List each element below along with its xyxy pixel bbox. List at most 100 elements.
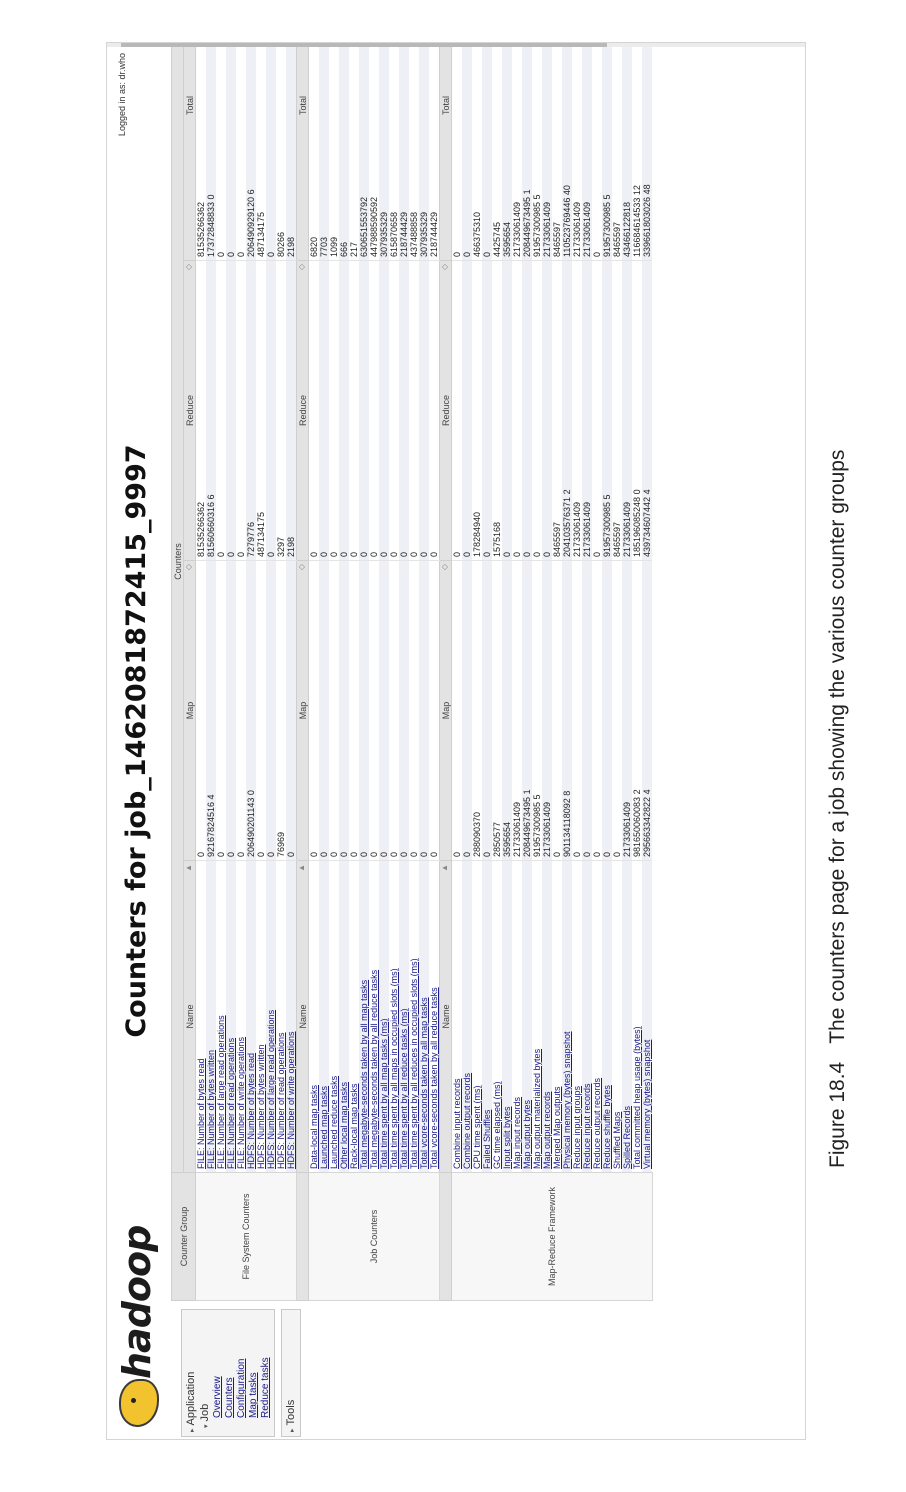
counter-name-link[interactable]: Total vcore-seconds taken by all map tas… — [419, 997, 429, 1169]
table-row: Input split bytes 3595654 0 3595654 — [502, 42, 512, 1301]
counter-name-link[interactable]: Combine input records — [452, 1078, 462, 1169]
total-value-cell: 21733061409 — [542, 42, 552, 261]
reduce-value-cell: 0 — [462, 260, 472, 561]
counter-name-link[interactable]: Total vcore-seconds taken by all reduce … — [429, 987, 439, 1169]
total-value-cell: 447988590592 — [369, 42, 379, 261]
counter-group-header: Counter Group — [171, 1172, 196, 1301]
counter-name-link[interactable]: HDFS: Number of bytes read — [246, 1052, 256, 1169]
nav-link-configuration[interactable]: Configuration — [236, 1358, 247, 1418]
map-value-cell: 0 — [369, 560, 379, 861]
total-value-cell: 8465597 — [612, 42, 622, 261]
counter-name-link[interactable]: Reduce input groups — [572, 1085, 582, 1169]
counter-name-link[interactable]: HDFS: Number of read operations — [276, 1032, 286, 1169]
nav-link-reduce-tasks[interactable]: Reduce tasks — [260, 1357, 271, 1418]
table-row: Map output records 21733061409 0 2173306140… — [542, 42, 552, 1301]
counter-name-link[interactable]: GC time elapsed (ms) — [492, 1081, 502, 1169]
counter-name-link[interactable]: Reduce shuffle bytes — [602, 1085, 612, 1169]
total-value-cell: 0 — [266, 42, 276, 261]
total-value-cell: 0 — [451, 42, 462, 261]
table-row: Total time spent by all map tasks (ms) 0 0… — [379, 42, 389, 1301]
total-value-cell: 21733061409 — [582, 42, 592, 261]
counter-name-link[interactable]: Map input records — [512, 1096, 522, 1169]
counter-name-link[interactable]: Other local map tasks — [339, 1081, 349, 1169]
table-row: HDFS: Number of bytes read 206490201143 0… — [246, 42, 256, 1301]
counter-name-link[interactable]: Launched reduce tasks — [329, 1075, 339, 1169]
counter-name-link[interactable]: Total time spent by all map tasks (ms) — [379, 1018, 389, 1169]
counter-name-link[interactable]: Reduce output records — [592, 1077, 602, 1169]
total-value-cell: 339661803026 48 — [642, 42, 652, 261]
table-row: FILE: Number of write operations 0 0 0 — [236, 42, 246, 1301]
total-value-cell: 218744429 — [399, 42, 409, 261]
map-column-header[interactable]: Map ◇ — [439, 560, 452, 861]
counter-name-link[interactable]: HDFS: Number of large read operations — [266, 1009, 276, 1169]
counter-name-link[interactable]: Map output bytes — [522, 1099, 532, 1169]
total-value-cell: 0 — [592, 42, 602, 261]
map-value-cell: 295663342822 4 — [642, 560, 652, 861]
counter-name-link[interactable]: FILE: Number of bytes read — [196, 1058, 206, 1169]
counter-name-link[interactable]: Total time spent by all reduce tasks (ms… — [399, 1008, 409, 1169]
counter-name-link[interactable]: Merged Map outputs — [552, 1086, 562, 1169]
map-column-header[interactable]: Map ◇ — [183, 560, 196, 861]
counter-name-link[interactable]: Failed Shuffles — [482, 1109, 492, 1169]
counter-name-link[interactable]: FILE: Number of large read operations — [216, 1015, 226, 1169]
page-header: hadoop Counters for job_1462081872415_99… — [107, 43, 165, 1439]
counter-name-cell: Rack-local map tasks — [349, 860, 359, 1173]
counter-name-link[interactable]: Rack-local map tasks — [349, 1083, 359, 1169]
table-row: HDFS: Number of write operations 0 2198 219… — [286, 42, 297, 1301]
reduce-column-header[interactable]: Reduce ◇ — [439, 260, 452, 561]
nav-job-header[interactable]: ▾Job — [199, 1403, 211, 1428]
name-column-header[interactable]: Name ▲ — [439, 860, 452, 1173]
counter-name-link[interactable]: Spilled Records — [622, 1105, 632, 1169]
counter-name-link[interactable]: Total megabyte-seconds taken by all map … — [359, 979, 369, 1169]
counter-name-link[interactable]: Map output records — [542, 1091, 552, 1169]
counter-name-link[interactable]: Map output materialized bytes — [532, 1048, 542, 1169]
map-value-cell: 0 — [266, 560, 276, 861]
nav-tools-header[interactable]: ▸Tools — [285, 1399, 297, 1432]
counter-name-link[interactable]: FILE: Number of bytes written — [206, 1049, 216, 1169]
horizontal-scrollbar[interactable] — [107, 42, 806, 47]
total-value-cell: 43466122818 — [622, 42, 632, 261]
counter-name-link[interactable]: Shuffled Maps — [612, 1111, 622, 1169]
counter-name-link[interactable]: Combine output records — [462, 1072, 472, 1169]
counter-name-link[interactable]: Launched map tasks — [319, 1085, 329, 1169]
counter-name-link[interactable]: Total time spent by all maps in occupied… — [389, 968, 399, 1169]
table-row: FILE: Number of read operations 0 0 0 — [226, 42, 236, 1301]
map-column-header[interactable]: Map ◇ — [296, 560, 309, 861]
counter-name-link[interactable]: FILE: Number of write operations — [236, 1036, 246, 1169]
counter-name-link[interactable]: Total megabyte-seconds taken by all redu… — [369, 969, 379, 1169]
counter-name-link[interactable]: CPU time spent (ms) — [472, 1085, 482, 1169]
counter-name-link[interactable]: Total committed heap usage (bytes) — [632, 1026, 642, 1169]
counter-name-link[interactable]: Reduce input records — [582, 1083, 592, 1169]
nav-link-overview[interactable]: Overview — [212, 1376, 223, 1418]
reduce-value-cell: 0 — [216, 260, 226, 561]
counter-name-link[interactable]: Virtual memory (bytes) snapshot — [642, 1039, 652, 1169]
counter-name-link[interactable]: Total time spent by all reduces in occup… — [409, 958, 419, 1169]
name-column-header[interactable]: Name ▲ — [183, 860, 196, 1173]
counter-name-link[interactable]: HDFS: Number of bytes written — [256, 1044, 266, 1169]
reduce-column-header[interactable]: Reduce ◇ — [183, 260, 196, 561]
counter-name-link[interactable]: HDFS: Number of write operations — [286, 1031, 296, 1169]
counter-name-link[interactable]: Data-local map tasks — [309, 1084, 319, 1169]
reduce-value-cell: 0 — [502, 260, 512, 561]
nav-application-header[interactable]: ▸Application — [185, 1371, 197, 1432]
total-column-header[interactable]: Total◇ — [439, 42, 452, 261]
nav-link-counters[interactable]: Counters — [224, 1377, 235, 1418]
table-row: Job Counters Data-local map tasks 0 0 6820 — [308, 42, 440, 1301]
map-value-cell: 76969 — [276, 560, 286, 861]
nav-link-map-tasks[interactable]: Map tasks — [248, 1372, 259, 1418]
sort-icon: ◇ — [297, 264, 306, 271]
name-column-header[interactable]: Name ▲ — [296, 860, 309, 1173]
total-column-header[interactable]: Total◇ — [296, 42, 309, 261]
counter-name-link[interactable]: Physical memory (bytes) snapshot — [562, 1031, 572, 1169]
total-value-cell: 0 — [462, 42, 472, 261]
total-column-header[interactable]: Total◇ — [183, 42, 196, 261]
table-row: Total time spent by all reduce tasks (ms… — [399, 42, 409, 1301]
scrollbar-thumb[interactable] — [121, 42, 607, 47]
triangle-right-icon: ▸ — [189, 1428, 196, 1432]
reduce-value-cell: 0 — [389, 260, 399, 561]
table-row: HDFS: Number of read operations 76969 3297… — [276, 42, 286, 1301]
counter-name-link[interactable]: Input split bytes — [502, 1106, 512, 1169]
counter-name-link[interactable]: FILE: Number of read operations — [226, 1037, 236, 1169]
counter-name-cell: Data-local map tasks — [308, 860, 319, 1173]
reduce-column-header[interactable]: Reduce ◇ — [296, 260, 309, 561]
